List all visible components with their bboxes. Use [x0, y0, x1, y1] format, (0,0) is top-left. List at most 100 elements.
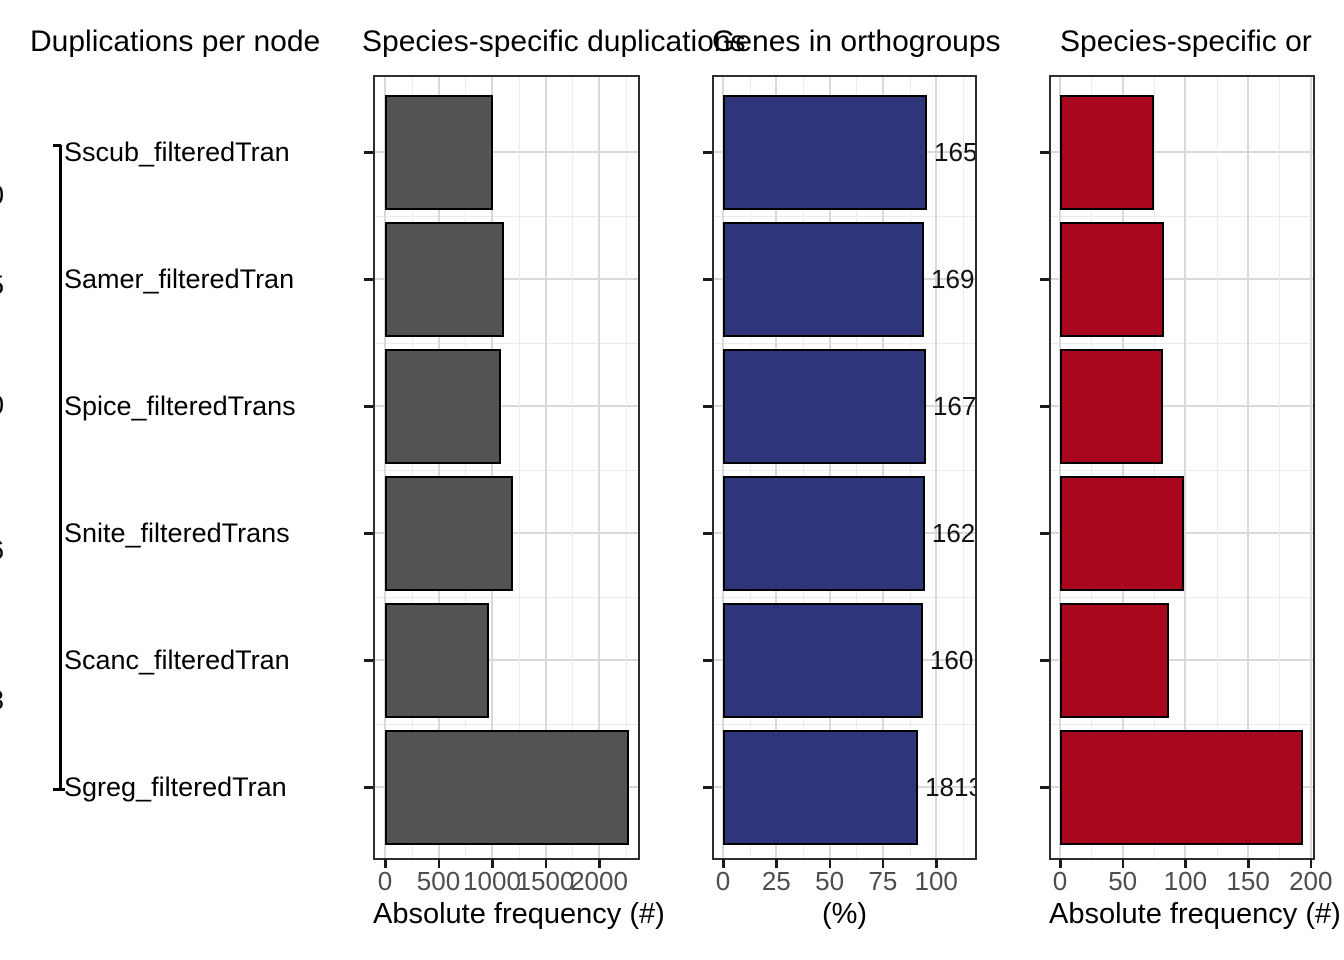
gridline-v-major: [1121, 77, 1124, 858]
y-axis-tick: [703, 151, 712, 154]
gridline-v-major: [491, 77, 493, 858]
gridline-v-minor: [802, 77, 804, 858]
tree-tip-label: Spice_filteredTrans: [64, 391, 296, 421]
gridline-v-minor: [572, 77, 574, 858]
tree-branch-top: [53, 144, 61, 147]
tree-node-label-fragment: 3: [0, 684, 4, 716]
tree-node-label-fragment: 0: [0, 179, 4, 211]
gridline-v-minor: [909, 77, 911, 858]
gridline-h-minor: [714, 342, 975, 344]
x-axis-tick: [1184, 859, 1187, 868]
x-axis-tick-label: 200: [1289, 866, 1333, 896]
gridline-v-minor: [411, 77, 413, 858]
gridline-h-minor: [1051, 596, 1313, 598]
y-axis-tick: [703, 278, 712, 281]
gridline-h-major: [375, 659, 638, 661]
gridline-h-minor: [1051, 215, 1313, 217]
y-axis-tick: [364, 532, 373, 535]
x-axis-tick: [1121, 859, 1125, 868]
bar: [1060, 475, 1185, 591]
bar-value-label: 169: [931, 264, 975, 294]
x-axis-tick: [935, 859, 938, 868]
panel-species-specific-duplications: [373, 75, 640, 860]
bar: [1060, 729, 1304, 845]
y-axis-tick: [1040, 659, 1049, 662]
bar: [385, 221, 504, 337]
panel-title-genes-in-orthogroups: Genes in orthogroups: [712, 25, 1001, 58]
x-axis-tick: [775, 859, 778, 868]
bar: [723, 729, 919, 845]
x-axis-tick-label: 500: [416, 866, 461, 896]
bar-value-label: 1813: [925, 772, 975, 802]
x-axis-tick-label: 100: [914, 866, 958, 896]
bar: [1060, 602, 1170, 718]
tree-tip-label: Samer_filteredTran: [64, 264, 295, 294]
gridline-h-minor: [1051, 469, 1313, 471]
y-axis-tick: [703, 532, 712, 535]
gridline-v-minor: [625, 77, 627, 858]
panel-genes-in-orthogroups: 165 169 167 162 160 1813: [712, 75, 977, 860]
gridline-h-minor: [1051, 342, 1313, 344]
gridline-v-minor: [962, 77, 964, 858]
y-axis-tick: [364, 405, 373, 408]
bar-value-label: 167: [932, 391, 977, 421]
y-axis-tick: [1040, 405, 1049, 408]
gridline-v-major: [828, 77, 831, 858]
gridline-v-minor: [518, 77, 520, 858]
gridline-h-major: [375, 405, 638, 407]
x-axis-tick-label: 1000: [463, 866, 521, 896]
gridline-v-minor: [1216, 77, 1218, 858]
x-axis-tick: [544, 859, 547, 868]
bar: [723, 475, 925, 591]
gridline-v-major: [1309, 77, 1312, 858]
gridline-h-minor: [375, 342, 638, 344]
gridline-v-major: [1184, 77, 1187, 858]
x-axis-tick-label: 1500: [516, 866, 575, 896]
bar: [385, 729, 629, 845]
panel-title-species-specific-duplications: Species-specific duplications: [362, 25, 746, 58]
x-axis-tick: [1059, 859, 1062, 868]
bar: [385, 348, 502, 464]
tree-tip-label: Scanc_filteredTran: [64, 645, 290, 675]
bar-value-label: 160: [929, 645, 974, 675]
gridline-v-minor: [1279, 77, 1281, 858]
panel-species-specific-orthogroups: [1049, 75, 1315, 860]
x-axis-tick-label: 150: [1226, 866, 1270, 896]
gridline-h-major: [1051, 278, 1313, 280]
x-axis-tick-label: 0: [1052, 866, 1068, 896]
gridline-v-major: [1059, 77, 1061, 858]
x-axis-tick: [1247, 859, 1250, 868]
tree-node-label-fragment: 0: [0, 389, 4, 421]
gridline-h-major: [375, 278, 638, 280]
bar: [385, 475, 513, 591]
x-axis-title-absolute-frequency-2: Absolute frequency (#): [1049, 898, 1341, 930]
x-axis-tick-label: 75: [868, 866, 898, 896]
gridline-v-minor: [1154, 77, 1156, 858]
gridline-h-minor: [375, 723, 638, 725]
x-axis-tick: [722, 859, 725, 868]
gridline-v-major: [722, 77, 724, 858]
gridline-h-major: [1051, 405, 1313, 407]
gridline-h-minor: [714, 215, 975, 217]
gridline-h-minor: [375, 469, 638, 471]
bar: [1060, 221, 1165, 337]
x-axis-tick: [1309, 859, 1313, 868]
panel-title-species-specific-orthogroups: Species-specific or: [1060, 25, 1312, 58]
x-axis-tick: [598, 859, 601, 868]
y-axis-tick: [364, 659, 373, 662]
bar: [723, 602, 923, 718]
x-axis-title-percent: (%): [821, 898, 868, 930]
bar: [723, 221, 925, 337]
gridline-v-major: [384, 77, 386, 858]
tree-trunk: [59, 145, 62, 790]
gridline-h-minor: [375, 215, 638, 217]
gridline-v-major: [437, 77, 440, 858]
bar: [1060, 348, 1163, 464]
bar-value-label: 165: [934, 137, 977, 167]
x-axis-tick: [828, 859, 832, 868]
gridline-h-major: [1051, 659, 1313, 661]
gridline-v-major: [598, 77, 600, 858]
gridline-v-minor: [856, 77, 858, 858]
tree-tip-label: Snite_filteredTrans: [64, 518, 290, 548]
